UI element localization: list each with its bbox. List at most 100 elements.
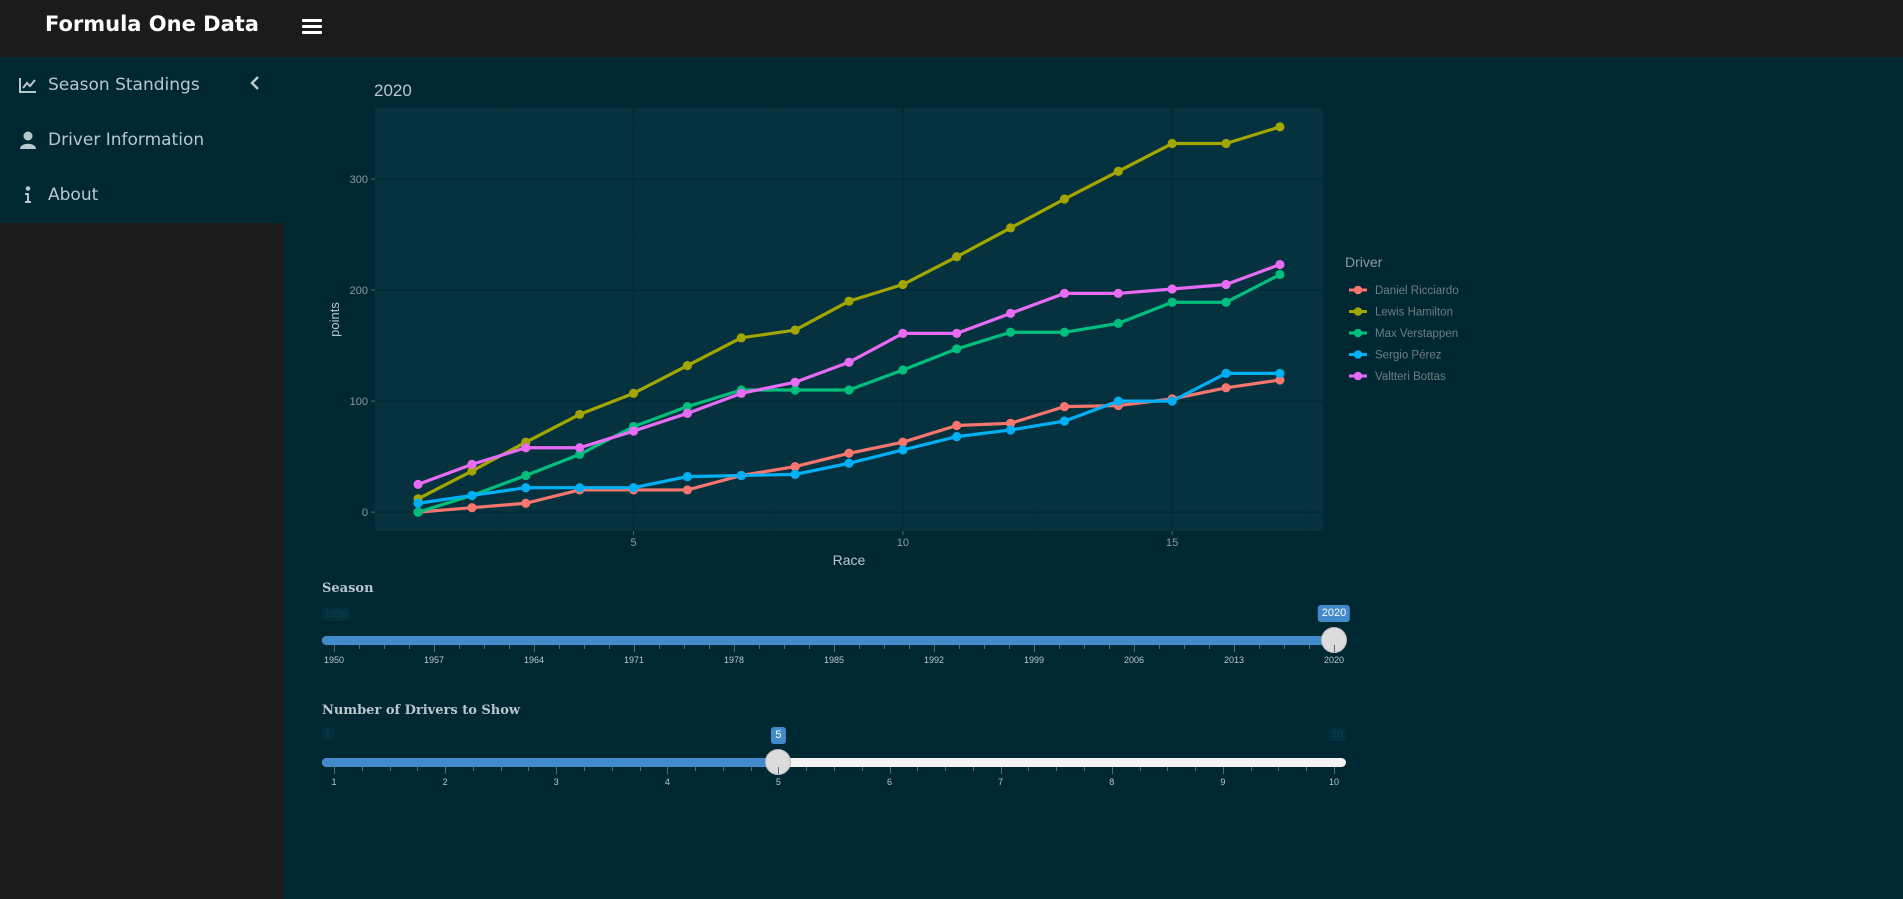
slider-major-tick bbox=[556, 767, 558, 774]
slider-minor-tick bbox=[459, 645, 460, 649]
drivers-slider-label: Number of Drivers to Show bbox=[322, 703, 521, 718]
data-point bbox=[1113, 166, 1123, 176]
data-point bbox=[1275, 375, 1285, 385]
data-point bbox=[1221, 297, 1231, 307]
data-point bbox=[521, 498, 531, 508]
data-point bbox=[467, 490, 477, 501]
slider-major-tick bbox=[634, 645, 635, 652]
slider-major-tick bbox=[1334, 645, 1335, 652]
data-point bbox=[1221, 138, 1231, 149]
data-point bbox=[575, 449, 585, 459]
x-tick-label: 10 bbox=[897, 537, 909, 549]
data-point bbox=[1005, 418, 1016, 428]
top-navbar: Formula One Data bbox=[0, 0, 1903, 57]
slider-minor-tick bbox=[484, 645, 485, 649]
slider-minor-tick bbox=[384, 645, 385, 649]
slider-tick-label: 1950 bbox=[323, 655, 345, 665]
legend-label: Lewis Hamilton bbox=[1375, 307, 1453, 319]
slider-minor-tick bbox=[750, 767, 752, 771]
slider-minor-tick bbox=[584, 645, 585, 649]
chart-legend: Driver Daniel Ricciardo Lewis Hamilton Max … bbox=[1345, 254, 1459, 383]
drivers-min-label: 1 bbox=[322, 728, 334, 741]
slider-major-tick bbox=[434, 645, 435, 652]
slider-major-tick bbox=[1134, 645, 1135, 652]
data-point bbox=[521, 470, 531, 481]
data-point bbox=[1275, 122, 1285, 132]
data-point bbox=[790, 325, 800, 335]
slider-tick-label: 1 bbox=[331, 777, 337, 787]
season-min-label: 1950 bbox=[322, 608, 351, 621]
data-point bbox=[413, 507, 423, 517]
data-point bbox=[628, 388, 639, 398]
slider-minor-tick bbox=[684, 645, 685, 649]
data-point bbox=[1059, 416, 1070, 426]
data-point bbox=[952, 252, 962, 262]
data-point bbox=[898, 437, 908, 447]
slider-tick-label: 1971 bbox=[623, 655, 645, 665]
sidebar-item-label: About bbox=[48, 184, 99, 205]
slider-tick-label: 4 bbox=[664, 777, 670, 787]
data-point bbox=[521, 483, 531, 493]
data-point bbox=[628, 426, 639, 436]
plot-series bbox=[413, 122, 1285, 517]
data-point bbox=[790, 377, 800, 387]
slider-minor-tick bbox=[1028, 767, 1030, 771]
slider-minor-tick bbox=[359, 645, 360, 649]
legend-label: Daniel Ricciardo bbox=[1375, 285, 1459, 297]
slider-tick-label: 2 bbox=[442, 777, 448, 787]
data-point bbox=[1275, 269, 1285, 280]
slider-minor-tick bbox=[361, 767, 363, 771]
data-point bbox=[844, 357, 854, 367]
slider-minor-tick bbox=[509, 645, 510, 649]
sidebar-item-about[interactable]: About bbox=[0, 167, 284, 222]
chevron-left-icon[interactable] bbox=[250, 75, 260, 95]
data-point bbox=[1113, 396, 1123, 406]
season-slider[interactable]: Season 1950 2020 1950 1957 1964 1971 1978 198… bbox=[322, 578, 1351, 688]
sidebar-item-label: Driver Information bbox=[48, 129, 205, 150]
slider-major-tick bbox=[1034, 645, 1035, 652]
slider-tick-label: 3 bbox=[553, 777, 559, 787]
sidebar-item-driver-information[interactable]: Driver Information bbox=[0, 112, 284, 167]
slider-minor-tick bbox=[809, 645, 810, 649]
number-of-drivers-slider[interactable]: Number of Drivers to Show 1 10 5 1 2 3 4 5 6 7… bbox=[322, 700, 1346, 810]
data-point bbox=[1113, 318, 1123, 328]
data-point bbox=[1113, 288, 1123, 299]
data-point bbox=[682, 471, 693, 482]
legend-key-point bbox=[1353, 350, 1363, 359]
data-point bbox=[898, 365, 908, 375]
data-point bbox=[952, 328, 962, 338]
sidebar-item-label: Season Standings bbox=[48, 74, 200, 95]
x-axis-label: Race bbox=[833, 552, 866, 568]
slider-tick-label: 1964 bbox=[523, 655, 545, 665]
slider-minor-tick bbox=[1250, 767, 1252, 771]
data-point bbox=[898, 328, 908, 338]
drivers-slider-track[interactable] bbox=[322, 758, 1346, 767]
slider-minor-tick bbox=[859, 645, 860, 649]
slider-major-tick bbox=[778, 767, 780, 774]
slider-minor-tick bbox=[1084, 645, 1085, 649]
data-point bbox=[682, 360, 693, 371]
data-point bbox=[790, 385, 800, 395]
slider-major-tick bbox=[445, 767, 447, 774]
data-point bbox=[682, 402, 693, 412]
slider-tick-label: 1985 bbox=[823, 655, 845, 665]
sidebar-toggle-button[interactable] bbox=[302, 16, 322, 38]
sidebar-item-season-standings[interactable]: Season Standings bbox=[0, 57, 284, 112]
data-point bbox=[898, 279, 908, 290]
slider-major-tick bbox=[834, 645, 835, 652]
data-point bbox=[682, 485, 693, 495]
chart-line-icon bbox=[18, 75, 38, 95]
legend-label: Valtteri Bottas bbox=[1375, 371, 1446, 383]
data-point bbox=[1059, 327, 1070, 337]
slider-minor-tick bbox=[722, 767, 724, 771]
drivers-value-bubble: 5 bbox=[771, 727, 786, 744]
user-icon bbox=[18, 130, 38, 150]
slider-tick-label: 2020 bbox=[1323, 655, 1345, 665]
slider-tick-label: 5 bbox=[775, 777, 781, 787]
legend-label: Max Verstappen bbox=[1375, 328, 1458, 340]
sidebar: Season Standings Driver Information Abou… bbox=[0, 57, 284, 899]
data-point bbox=[1005, 308, 1016, 318]
slider-minor-tick bbox=[861, 767, 863, 771]
slider-minor-tick bbox=[709, 645, 710, 649]
slider-minor-tick bbox=[1084, 767, 1085, 771]
